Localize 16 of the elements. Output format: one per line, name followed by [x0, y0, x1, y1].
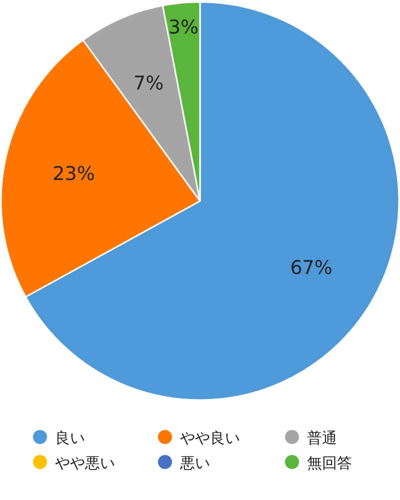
slice-label: 良い	[55, 429, 85, 447]
data-label: 23%	[52, 162, 95, 185]
legend-label: 普通	[307, 429, 337, 447]
legend-item: 普通	[285, 429, 337, 447]
legend-label: やや良い	[180, 429, 240, 447]
data-label: 7%	[134, 72, 164, 94]
data-label: 3%	[168, 16, 199, 39]
legend-item: 良い	[33, 429, 85, 447]
legend-label: 無回答	[307, 454, 352, 472]
legend-item: 無回答	[285, 454, 352, 472]
legend-label: 悪い	[179, 454, 210, 472]
legend-item: やや悪い	[33, 454, 115, 472]
legend-item: 悪い	[158, 454, 210, 472]
data-label: 67%	[290, 256, 332, 279]
legend-item: やや良い	[158, 429, 240, 447]
legend-label: やや悪い	[55, 454, 115, 472]
